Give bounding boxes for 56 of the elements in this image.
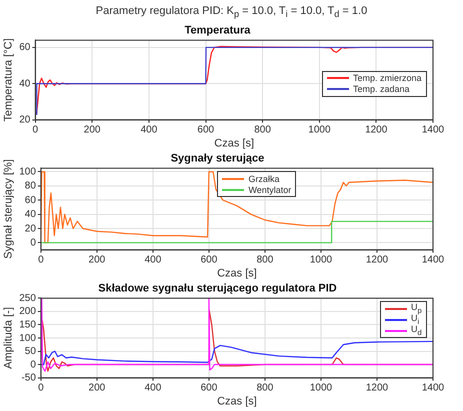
y-tick-label: 100 [19,332,36,344]
y-tick-label: 20 [19,114,31,126]
x-tick-label: 1400 [422,382,445,394]
x-tick-label: 200 [84,124,101,136]
y-tick-label: 80 [24,180,36,192]
y-axis-title: Sygnał sterujący [%] [2,159,15,259]
y-axis-title: Amplituda [-] [2,307,15,369]
x-tick-label: 600 [200,382,218,394]
legend-label: Grzałka [248,174,280,184]
x-tick-label: 0 [38,382,44,394]
y-tick-label: -50 [21,372,36,384]
x-axis-title: Czas [s] [217,395,257,408]
y-tick-label: 60 [24,194,36,206]
x-axis-title: Czas [s] [214,137,254,150]
legend-label: U$_{p}$ [411,302,422,316]
y-tick-label: 150 [19,319,36,330]
legend-label: Wentylator [248,184,292,195]
x-tick-label: 200 [88,382,106,394]
x-tick-label: 400 [144,382,162,394]
x-tick-label: 1400 [422,254,445,266]
y-tick-label: 40 [19,78,31,90]
x-tick-label: 600 [200,254,218,266]
y-tick-label: 100 [19,166,36,178]
x-tick-label: 800 [256,382,274,394]
x-tick-label: 1000 [308,124,331,136]
x-tick-label: 0 [38,254,44,266]
x-tick-label: 600 [197,124,215,136]
legend-label: U$_{i}$ [411,313,420,326]
y-tick-label: 50 [24,346,36,358]
y-tick-label: 0 [30,237,36,248]
x-axis-title: Czas [s] [217,267,257,280]
y-axis-title: Temperatura [°C] [2,38,15,122]
x-tick-label: 1000 [310,254,333,266]
legend-label: Temp. zadana [353,84,410,94]
legend-label: Temp. zmierzona [353,73,422,84]
chart-title: Temperatura [184,24,252,37]
y-tick-label: 20 [24,223,36,234]
chart-title: Składowe sygnału sterującego regulatora PID [98,282,337,295]
y-tick-label: 250 [19,292,36,304]
x-tick-label: 400 [140,124,158,136]
x-tick-label: 400 [144,254,162,266]
y-tick-label: 60 [19,42,31,54]
y-tick-label: 40 [24,209,36,220]
x-tick-label: 1200 [366,254,389,266]
x-tick-label: 800 [254,124,272,136]
y-tick-label: 200 [19,306,36,318]
chart-title: Sygnały sterujące [170,152,264,165]
x-tick-label: 1000 [310,382,333,394]
x-tick-label: 1400 [422,124,445,136]
x-tick-label: 800 [256,254,274,266]
y-tick-label: 0 [30,359,36,370]
x-tick-label: 1200 [365,124,388,136]
x-tick-label: 200 [88,254,106,266]
x-tick-label: 1200 [366,382,389,394]
text: Parametry regulatora PID: K$_{p}$ = 10.0, T$_{i}$ = 10.0, T$_{d}$ = 1.0 [94,4,368,22]
legend-label: U$_{d}$ [411,324,422,338]
